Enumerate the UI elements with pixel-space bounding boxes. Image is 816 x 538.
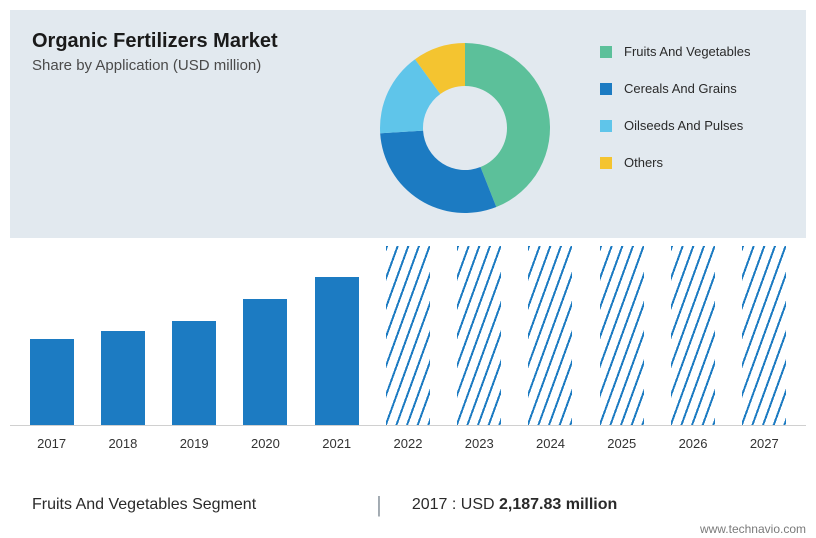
value-line: 2017 : USD 2,187.83 million — [412, 496, 617, 514]
value-year: 2017 — [412, 496, 448, 513]
donut-chart — [370, 28, 560, 218]
legend-item: Oilseeds And Pulses — [600, 118, 750, 133]
x-axis-label: 2022 — [372, 436, 443, 451]
divider: | — [376, 492, 382, 518]
legend-swatch — [600, 83, 612, 95]
bar-slot — [586, 246, 657, 425]
x-axis-label: 2018 — [87, 436, 158, 451]
x-axis-label: 2023 — [444, 436, 515, 451]
bar-slot — [729, 246, 800, 425]
bar-slot — [372, 246, 443, 425]
x-axis-label: 2017 — [16, 436, 87, 451]
bar-panel: 2017201820192020202120222023202420252026… — [10, 246, 806, 451]
donut-svg — [370, 28, 560, 228]
x-axis-label: 2019 — [159, 436, 230, 451]
bar-actual — [243, 299, 287, 425]
top-panel: Organic Fertilizers Market Share by Appl… — [10, 10, 806, 238]
donut-legend: Fruits And Vegetables Cereals And Grains O… — [600, 44, 750, 192]
bar-slot — [159, 246, 230, 425]
x-axis-label: 2027 — [729, 436, 800, 451]
x-axis-label: 2021 — [301, 436, 372, 451]
bar-forecast — [671, 246, 715, 425]
bar-slot — [301, 246, 372, 425]
value-prefix: : USD — [447, 496, 499, 513]
bar-slot — [16, 246, 87, 425]
bar-slot — [657, 246, 728, 425]
page-subtitle: Share by Application (USD million) — [32, 57, 278, 74]
bar-slot — [87, 246, 158, 425]
bar-x-axis: 2017201820192020202120222023202420252026… — [10, 426, 806, 451]
segment-name: Fruits And Vegetables Segment — [10, 496, 256, 514]
source-url: www.technavio.com — [700, 522, 806, 536]
bar-forecast — [457, 246, 501, 425]
bar-forecast — [528, 246, 572, 425]
bar-actual — [315, 277, 359, 425]
bar-actual — [30, 339, 74, 425]
x-axis-label: 2026 — [657, 436, 728, 451]
x-axis-label: 2020 — [230, 436, 301, 451]
legend-label: Cereals And Grains — [624, 81, 737, 96]
bar-forecast — [386, 246, 430, 425]
bar-forecast — [742, 246, 786, 425]
legend-swatch — [600, 157, 612, 169]
bar-slot — [230, 246, 301, 425]
bar-slot — [444, 246, 515, 425]
legend-label: Oilseeds And Pulses — [624, 118, 743, 133]
legend-item: Others — [600, 155, 750, 170]
x-axis-label: 2024 — [515, 436, 586, 451]
bar-forecast — [600, 246, 644, 425]
title-block: Organic Fertilizers Market Share by Appl… — [32, 30, 278, 74]
bar-slot — [515, 246, 586, 425]
legend-item: Fruits And Vegetables — [600, 44, 750, 59]
bar-chart — [10, 246, 806, 426]
legend-swatch — [600, 46, 612, 58]
legend-label: Fruits And Vegetables — [624, 44, 750, 59]
donut-slice — [380, 131, 496, 213]
legend-swatch — [600, 120, 612, 132]
legend-item: Cereals And Grains — [600, 81, 750, 96]
bar-actual — [101, 331, 145, 425]
legend-label: Others — [624, 155, 663, 170]
bar-actual — [172, 321, 216, 425]
page-title: Organic Fertilizers Market — [32, 30, 278, 53]
x-axis-label: 2025 — [586, 436, 657, 451]
footer: Fruits And Vegetables Segment | 2017 : U… — [10, 492, 806, 518]
value-amount: 2,187.83 million — [499, 496, 617, 513]
